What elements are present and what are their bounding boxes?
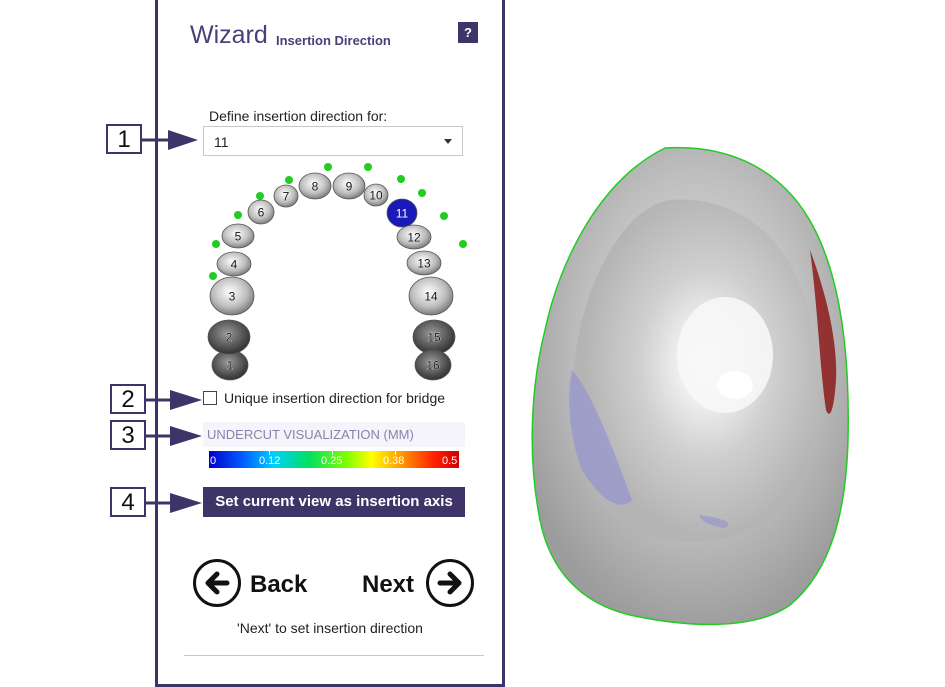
wizard-title: Wizard — [190, 21, 268, 49]
tooth-label: 11 — [396, 207, 409, 221]
undercut-blue-region — [569, 370, 632, 505]
callout-4: 4 — [110, 487, 146, 517]
tooth-14[interactable]: 14 — [408, 276, 454, 316]
tooth-6[interactable]: 6 — [247, 199, 275, 225]
tooth-7[interactable]: 7 — [273, 184, 299, 208]
tooth-marker-dot — [212, 240, 220, 248]
undercut-color-scale: 0 0.12 0.25 0.38 0.5 — [209, 451, 459, 468]
next-button[interactable]: Next — [362, 559, 482, 613]
tooth-3[interactable]: 3 — [209, 276, 255, 316]
tooth-10[interactable]: 10 — [363, 183, 389, 207]
wizard-panel: Wizard Insertion Direction ? Define inse… — [155, 0, 505, 687]
divider — [184, 655, 484, 656]
tooth-marker-dot — [209, 272, 217, 280]
tooth-label: 16 — [426, 359, 440, 373]
tooth-label: 15 — [427, 331, 441, 345]
tooth-marker-dot — [459, 240, 467, 248]
tooth-marker-dot — [397, 175, 405, 183]
tooth-marker-dot — [234, 211, 242, 219]
bridge-checkbox-label: Unique insertion direction for bridge — [224, 390, 446, 406]
help-button[interactable]: ? — [458, 22, 478, 43]
callout-arrow-4 — [146, 493, 202, 513]
callout-arrow-1 — [142, 130, 198, 150]
callout-arrow-3 — [146, 426, 202, 446]
tooth-marker-dot — [418, 189, 426, 197]
next-hint: 'Next' to set insertion direction — [237, 620, 423, 636]
tooth-11[interactable]: 11 — [386, 198, 418, 228]
tooth-label: 2 — [226, 331, 233, 345]
tooth-label: 13 — [417, 257, 431, 271]
scale-tick — [269, 451, 270, 455]
tooth-9[interactable]: 9 — [332, 172, 366, 200]
callout-1: 1 — [106, 124, 142, 154]
undercut-header: UNDERCUT VISUALIZATION (MM) — [203, 422, 465, 447]
tooth-5[interactable]: 5 — [221, 223, 255, 249]
arrow-right-icon — [426, 559, 474, 607]
tooth-label: 10 — [369, 189, 383, 203]
tooth-label: 9 — [346, 180, 353, 194]
tooth-marker-dot — [440, 212, 448, 220]
dental-3d-model-view[interactable] — [520, 140, 865, 630]
undercut-title: UNDERCUT VISUALIZATION (MM) — [207, 427, 414, 442]
chevron-down-icon — [444, 139, 452, 144]
scale-tick — [332, 451, 333, 455]
set-insertion-axis-button[interactable]: Set current view as insertion axis — [203, 487, 465, 517]
define-direction-label: Define insertion direction for: — [209, 108, 388, 124]
scale-label: 0.5 — [442, 455, 458, 467]
tooth-label: 4 — [231, 258, 238, 272]
tooth-15[interactable]: 15 — [412, 319, 456, 355]
tooth-13[interactable]: 13 — [406, 250, 442, 276]
callout-arrow-2 — [146, 390, 202, 410]
tooth-12[interactable]: 12 — [396, 224, 432, 250]
tooth-label: 6 — [258, 206, 265, 220]
tooth-marker-dot — [256, 192, 264, 200]
tooth-2[interactable]: 2 — [207, 319, 251, 355]
scale-label: 0.38 — [383, 455, 405, 467]
back-button[interactable]: Back — [193, 559, 313, 613]
tooth-label: 8 — [312, 180, 319, 194]
scale-tick — [395, 451, 396, 455]
tooth-select[interactable]: 11 — [203, 126, 463, 156]
scale-label: 0 — [210, 455, 217, 467]
next-label: Next — [362, 571, 415, 598]
tooth-16[interactable]: 16 — [414, 349, 452, 381]
tooth-marker-dot — [364, 163, 372, 171]
callout-3: 3 — [110, 420, 146, 450]
arrow-left-icon — [193, 559, 241, 607]
tooth-label: 7 — [283, 190, 290, 204]
scale-label: 0.12 — [259, 455, 281, 467]
tooth-label: 1 — [227, 359, 234, 373]
scale-label: 0.25 — [321, 455, 343, 467]
tooth-label: 12 — [407, 231, 421, 245]
tooth-select-value: 11 — [214, 134, 229, 150]
undercut-red-region — [810, 250, 837, 414]
tooth-8[interactable]: 8 — [298, 172, 332, 200]
tooth-marker-dot — [324, 163, 332, 171]
back-label: Back — [250, 571, 308, 598]
bridge-checkbox[interactable] — [203, 391, 217, 405]
tooth-marker-dot — [285, 176, 293, 184]
model-specular — [717, 371, 753, 399]
undercut-blue-spot — [699, 515, 729, 528]
wizard-subtitle: Insertion Direction — [276, 33, 391, 48]
tooth-label: 5 — [235, 230, 242, 244]
tooth-1[interactable]: 1 — [211, 349, 249, 381]
tooth-label: 3 — [229, 290, 236, 304]
tooth-label: 14 — [424, 290, 438, 304]
callout-2: 2 — [110, 384, 146, 414]
tooth-4[interactable]: 4 — [216, 251, 252, 277]
